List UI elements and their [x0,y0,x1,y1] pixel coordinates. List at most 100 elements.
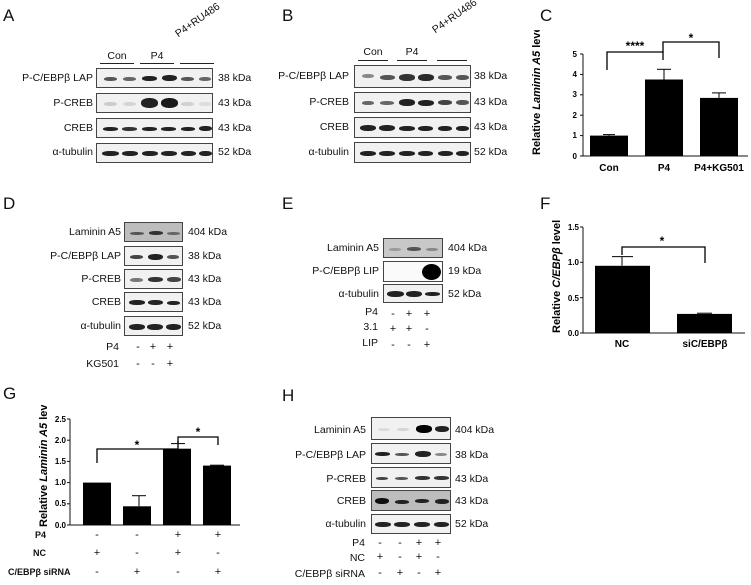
western-blot [124,316,183,336]
treatment-label: 3.1 [363,321,378,333]
kda-label: 43 kDa [474,121,508,133]
y-axis-label: Relative Laminin A5 level [531,30,543,155]
svg-text:3: 3 [573,90,578,99]
row-label: P-CREB [326,473,366,485]
western-blot [354,117,471,138]
treatment-sign: - [135,547,139,559]
svg-text:4: 4 [573,70,578,79]
group-line [180,63,214,64]
row-label: P-CREB [309,96,349,108]
western-blot [96,118,213,138]
western-blot [371,443,451,464]
kda-label: 38 kDa [218,72,252,84]
kda-label: 52 kDa [474,146,508,158]
kda-label: 52 kDa [188,320,222,332]
kda-label: 38 kDa [474,70,508,82]
x-tick-label: P4 [658,163,671,174]
treatment-sign: - [398,551,402,563]
kda-label: 43 kDa [455,495,489,507]
kda-label: 19 kDa [448,265,482,277]
panel-label: A [3,6,15,25]
treatment-label: NC [349,552,365,564]
svg-text:0.0: 0.0 [55,521,67,530]
x-tick-label: NC [615,339,629,350]
y-axis-label: Relative Laminin A5 level [38,405,50,527]
western-blot [371,417,451,440]
treatment-sign: + [174,547,182,559]
treatment-sign: + [389,323,397,335]
svg-text:*: * [196,425,201,439]
treatment-label: NC [33,548,46,558]
treatment-sign: - [436,551,440,563]
svg-text:1: 1 [573,131,578,140]
panel-label: B [282,6,294,25]
treatment-sign: + [133,566,141,578]
treatment-sign: - [391,308,395,320]
western-blot [371,490,451,511]
kda-label: 52 kDa [455,518,489,530]
svg-text:0.5: 0.5 [55,499,67,508]
row-label: Laminin A5 [314,424,366,436]
row-label: P-CREB [53,97,93,109]
bar-chart-laminin-a5: Relative Laminin A5 level 0 1 2 3 4 5 Co… [531,30,748,174]
row-label: P-CREB [81,273,121,285]
treatment-sign: + [174,529,182,541]
panel-label: G [3,384,17,403]
western-blot [383,238,443,258]
treatment-sign: + [376,551,384,563]
svg-text:2.0: 2.0 [55,436,67,445]
kda-label: 52 kDa [448,288,482,300]
western-blot [383,284,443,303]
row-label: Laminin A5 [327,242,379,254]
kda-label: 38 kDa [188,250,222,262]
row-label: α-tubulin [325,518,366,530]
panel-label: D [3,194,16,213]
row-label: P-C/EBPβ LAP [22,72,93,84]
treatment-sign: + [434,567,442,579]
svg-text:1.5: 1.5 [568,223,580,232]
row-label: α-tubulin [308,146,349,158]
treatment-sign: - [407,339,411,351]
treatment-sign: + [214,529,222,541]
western-blot [383,261,443,282]
treatment-label: C/EBPβ siRNA [294,568,365,580]
svg-text:5: 5 [573,50,578,59]
svg-text:*: * [135,438,140,452]
treatment-sign: - [398,537,402,549]
kda-label: 43 kDa [218,97,252,109]
x-tick-label: Con [599,163,618,174]
group-label: P4+RU486 [430,0,480,36]
treatment-sign: - [135,529,139,541]
row-label: α-tubulin [338,288,379,300]
row-label: P-C/EBPβ LAP [295,449,366,461]
kda-label: 404 kDa [448,242,488,254]
kda-label: 43 kDa [474,96,508,108]
treatment-label: P4 [106,341,119,353]
western-blot [124,292,183,312]
treatment-sign: + [166,341,174,353]
row-label: Laminin A5 [69,226,121,238]
treatment-sign: - [95,529,99,541]
treatment-sign: - [136,358,140,370]
western-blot [96,93,213,113]
panel-label: H [282,386,295,405]
kda-label: 404 kDa [455,424,495,436]
group-line [397,60,427,61]
treatment-sign: - [95,566,99,578]
panel-label: F [540,194,551,213]
treatment-sign: + [423,308,431,320]
treatment-sign: + [405,323,413,335]
treatment-sign: + [396,567,404,579]
group-label: P4 [150,50,164,62]
x-tick-label: siC/EBPβ [682,339,727,350]
row-label: P-C/EBPβ LIP [312,265,379,277]
svg-text:*: * [660,234,665,248]
kda-label: 43 kDa [188,296,222,308]
western-blot [124,222,183,242]
row-label: CREB [63,122,93,134]
svg-text:1.5: 1.5 [55,457,67,466]
svg-text:*: * [689,31,694,45]
svg-text:****: **** [626,39,645,53]
group-label: P4 [405,46,419,58]
bar-chart-laminin-a5-sirna: Relative Laminin A5 level 0.0 0.5 1.0 1.… [38,405,240,530]
